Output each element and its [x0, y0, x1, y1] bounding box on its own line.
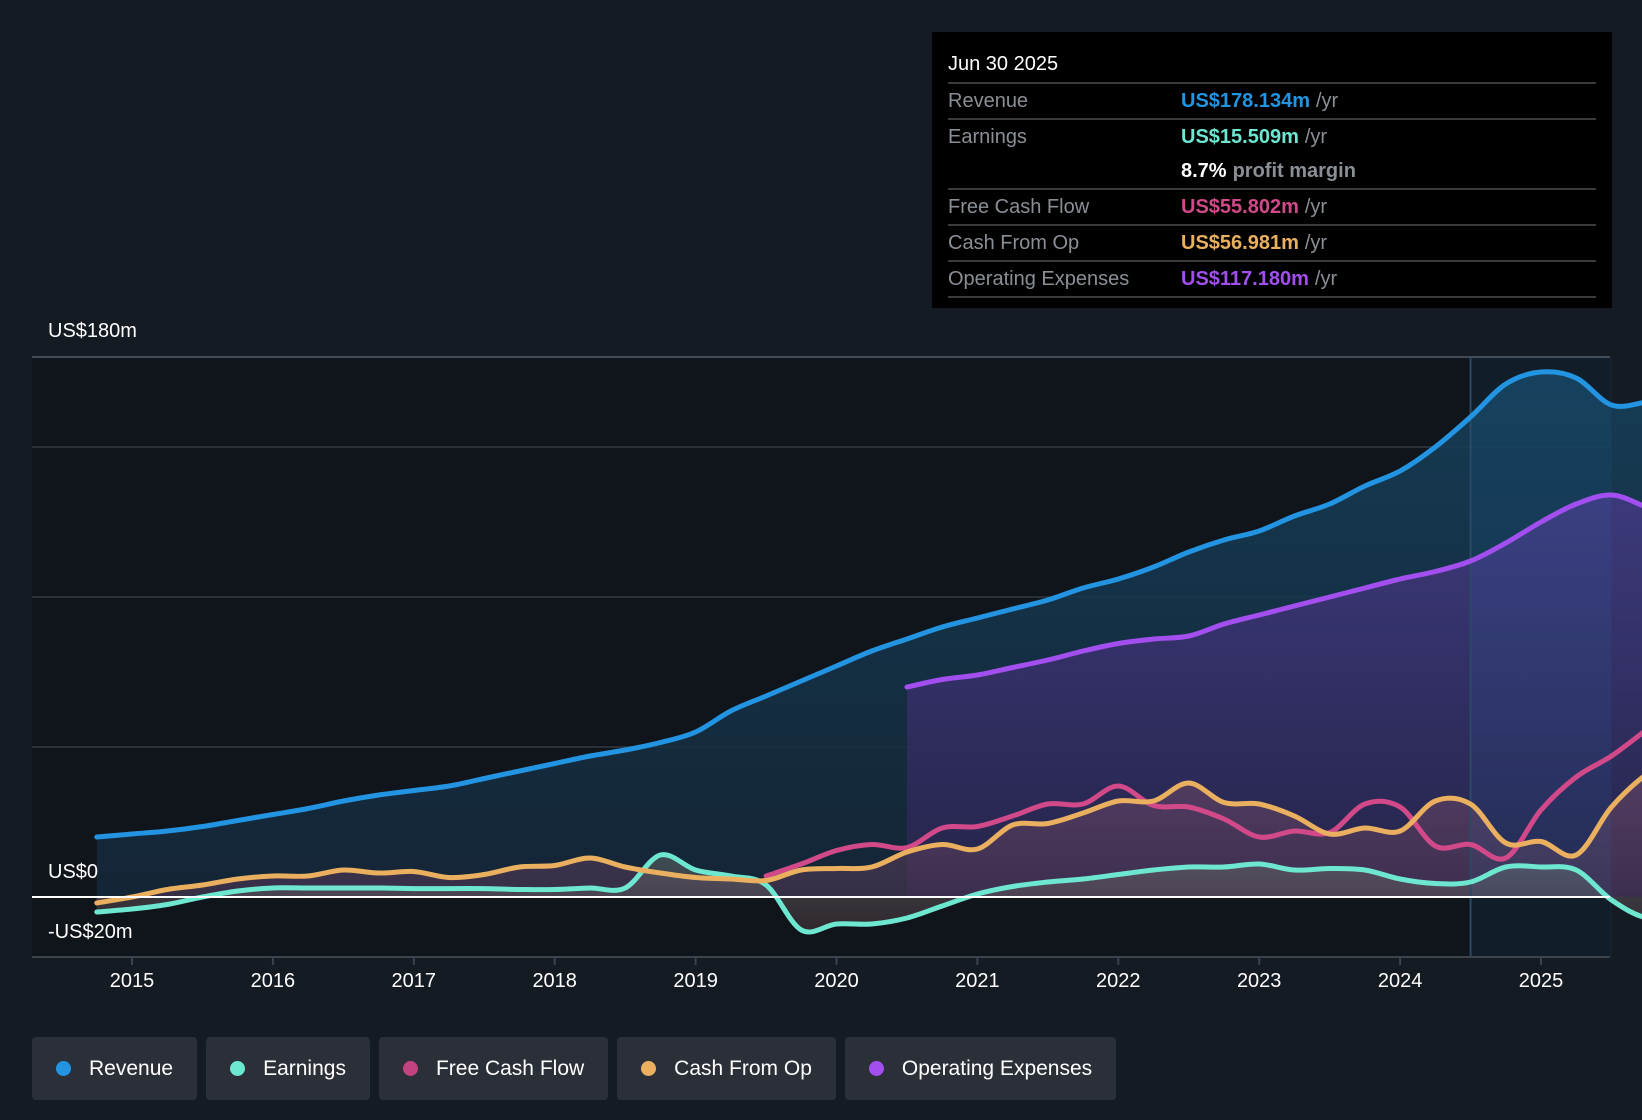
- tooltip-value: US$178.134m: [1181, 90, 1310, 112]
- tooltip-value: US$56.981m: [1181, 232, 1299, 254]
- tooltip-value: US$55.802m: [1181, 196, 1299, 218]
- tooltip-date: Jun 30 2025: [948, 46, 1596, 84]
- tooltip-label: Free Cash Flow: [948, 196, 1090, 218]
- tooltip-value: 8.7%: [1181, 160, 1227, 182]
- legend-label: Free Cash Flow: [435, 1056, 585, 1080]
- x-tick-label: 2017: [391, 970, 437, 992]
- tooltip-row-revenue: Revenue US$178.134m /yr: [948, 84, 1596, 120]
- x-tick-label: 2020: [814, 970, 859, 992]
- tooltip-value: US$117.180m: [1181, 268, 1309, 290]
- tooltip-row-cfo: Cash From Op US$56.981m /yr: [948, 226, 1596, 262]
- tooltip-unit: profit margin: [1232, 160, 1356, 182]
- tooltip: Jun 30 2025 Revenue US$178.134m /yr Earn…: [932, 32, 1612, 308]
- tooltip-unit: /yr: [1304, 232, 1328, 254]
- tooltip-label: [948, 154, 1181, 188]
- tooltip-label: Operating Expenses: [948, 268, 1130, 290]
- cash-from-op-dot-icon: [641, 1061, 657, 1076]
- tooltip-label: Revenue: [948, 90, 1029, 112]
- tooltip-label: Cash From Op: [948, 232, 1080, 254]
- x-tick-label: 2022: [1096, 970, 1141, 992]
- legend-label: Revenue: [89, 1056, 174, 1080]
- x-tick-label: 2023: [1236, 970, 1282, 992]
- x-tick-label: 2025: [1518, 970, 1564, 992]
- legend-label: Earnings: [263, 1056, 346, 1080]
- legend-item-free-cash-flow[interactable]: Free Cash Flow: [378, 1037, 609, 1100]
- tooltip-row-fcf: Free Cash Flow US$55.802m /yr: [948, 190, 1596, 226]
- x-tick-label: 2019: [673, 970, 718, 992]
- operating-expenses-line: [904, 492, 1642, 690]
- operating-expenses-dot-icon: [868, 1061, 884, 1076]
- tooltip-value: US$15.509m: [1181, 126, 1299, 148]
- legend: Revenue Earnings Free Cash Flow Cash Fro…: [32, 1037, 1117, 1100]
- x-tick-label: 2024: [1377, 970, 1423, 992]
- tooltip-label: Earnings: [948, 126, 1027, 148]
- tooltip-row-margin: 8.7% profit margin: [948, 154, 1596, 190]
- earnings-dot-icon: [230, 1061, 246, 1076]
- negative-area: [96, 854, 1642, 932]
- x-tick-label: 2016: [250, 970, 296, 992]
- legend-item-earnings[interactable]: Earnings: [206, 1037, 370, 1100]
- legend-item-cash-from-op[interactable]: Cash From Op: [617, 1037, 836, 1100]
- x-tick-label: 2018: [532, 970, 577, 992]
- legend-label: Operating Expenses: [901, 1056, 1093, 1080]
- x-tick-label: 2015: [109, 970, 155, 992]
- tooltip-row-opex: Operating Expenses US$117.180m /yr: [948, 262, 1596, 298]
- legend-label: Cash From Op: [674, 1056, 812, 1080]
- x-tick-label: 2021: [955, 970, 1000, 992]
- cash-from-op-line: [94, 774, 1642, 906]
- legend-item-operating-expenses[interactable]: Operating Expenses: [844, 1037, 1117, 1100]
- tooltip-unit: /yr: [1304, 196, 1328, 218]
- earnings-area: [96, 854, 1642, 932]
- tooltip-unit: /yr: [1304, 126, 1328, 148]
- y-label-zero: US$0: [48, 861, 99, 883]
- earnings-line: [94, 852, 1642, 935]
- legend-item-revenue[interactable]: Revenue: [32, 1037, 198, 1100]
- tooltip-unit: /yr: [1315, 90, 1339, 112]
- tooltip-row-earnings: Earnings US$15.509m /yr: [948, 120, 1596, 154]
- revenue-line: [94, 369, 1642, 840]
- free-cash-flow-line: [763, 730, 1642, 879]
- y-label-bottom: -US$20m: [48, 921, 133, 943]
- tooltip-unit: /yr: [1314, 268, 1338, 290]
- free-cash-flow-dot-icon: [402, 1061, 418, 1076]
- y-label-top: US$180m: [48, 320, 137, 342]
- revenue-dot-icon: [56, 1061, 71, 1076]
